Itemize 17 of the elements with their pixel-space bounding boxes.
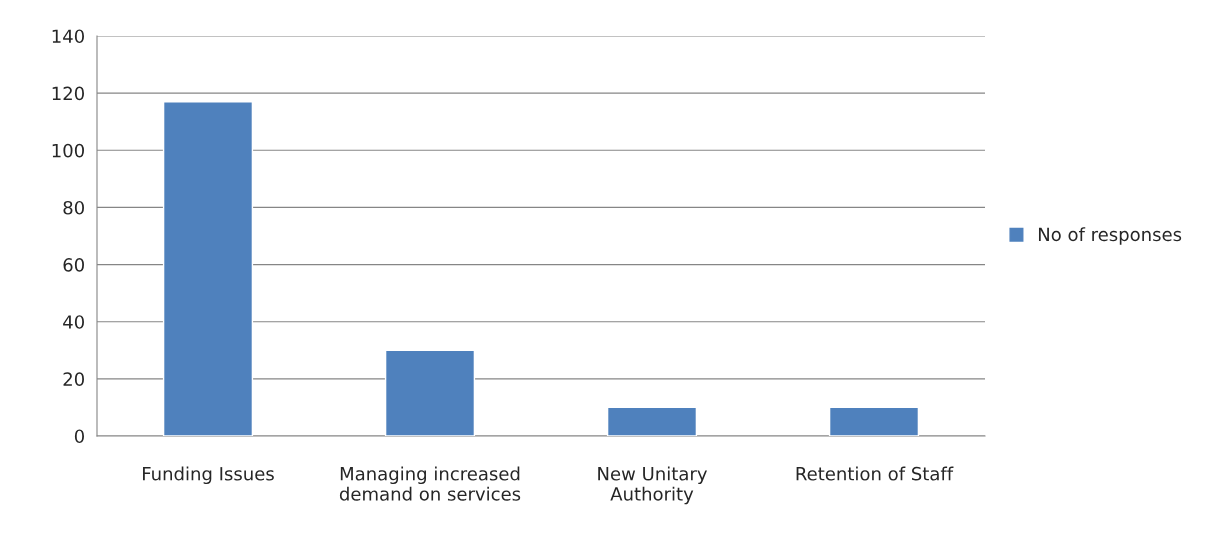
y-tick-label: 40 xyxy=(63,315,84,329)
bar xyxy=(384,349,476,436)
y-tick-label: 80 xyxy=(63,200,84,215)
x-tick-label: Managing increased demand on services xyxy=(339,466,521,501)
y-tick-label: 140 xyxy=(52,29,84,44)
y-tick-label: 100 xyxy=(52,143,84,158)
y-tick-label: 0 xyxy=(74,429,84,444)
y-tick-label: 120 xyxy=(52,86,84,101)
bar xyxy=(828,406,920,436)
y-tick-label: 60 xyxy=(63,258,84,272)
x-tick-label: Retention of Staff xyxy=(796,466,954,481)
x-tick-label: Funding Issues xyxy=(143,466,274,485)
bar xyxy=(162,101,254,436)
bar xyxy=(606,406,698,436)
x-tick-label: New Unitary Authority xyxy=(598,466,707,505)
y-tick-label: 20 xyxy=(63,372,84,386)
legend-label: No of responses xyxy=(1038,227,1182,245)
